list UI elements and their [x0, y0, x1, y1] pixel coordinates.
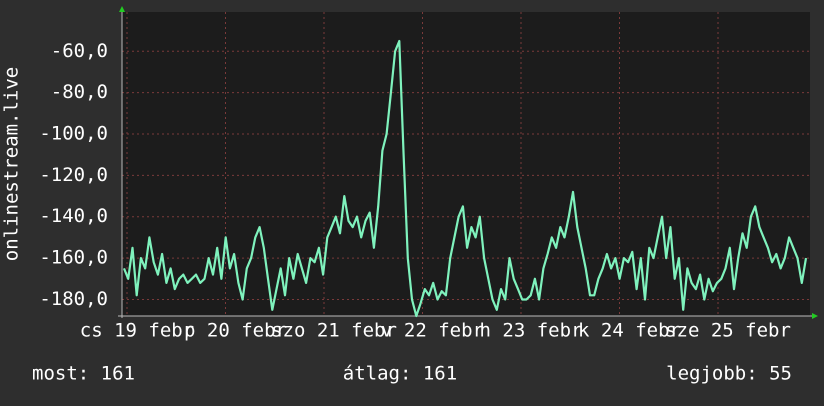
y-tick-label: -140,0 [39, 205, 108, 227]
x-tick-label: k 24 febr [578, 320, 681, 342]
y-tick-label: -80,0 [51, 81, 108, 103]
x-tick-label: sze 25 febr [665, 320, 791, 342]
x-tick-label: cs 19 febr [80, 320, 194, 342]
footer-best: legjobb: 55 [666, 363, 792, 385]
y-tick-label: -100,0 [39, 123, 108, 145]
footer-current: most: 161 [32, 363, 135, 385]
footer-average: átlag: 161 [343, 363, 457, 385]
y-arrow [119, 6, 125, 12]
y-tick-label: -120,0 [39, 164, 108, 186]
x-tick-label: v 22 febr [381, 320, 484, 342]
x-arrow [812, 313, 818, 319]
x-tick-label: h 23 febr [480, 320, 583, 342]
x-tick-label: szo 21 febr [271, 320, 397, 342]
series-line [122, 39, 808, 318]
y-tick-label: -180,0 [39, 288, 108, 310]
y-tick-label: -160,0 [39, 247, 108, 269]
y-axis-title: onlinestream.live [1, 67, 23, 261]
x-tick-label: p 20 febr [184, 320, 287, 342]
y-tick-label: -60,0 [51, 40, 108, 62]
